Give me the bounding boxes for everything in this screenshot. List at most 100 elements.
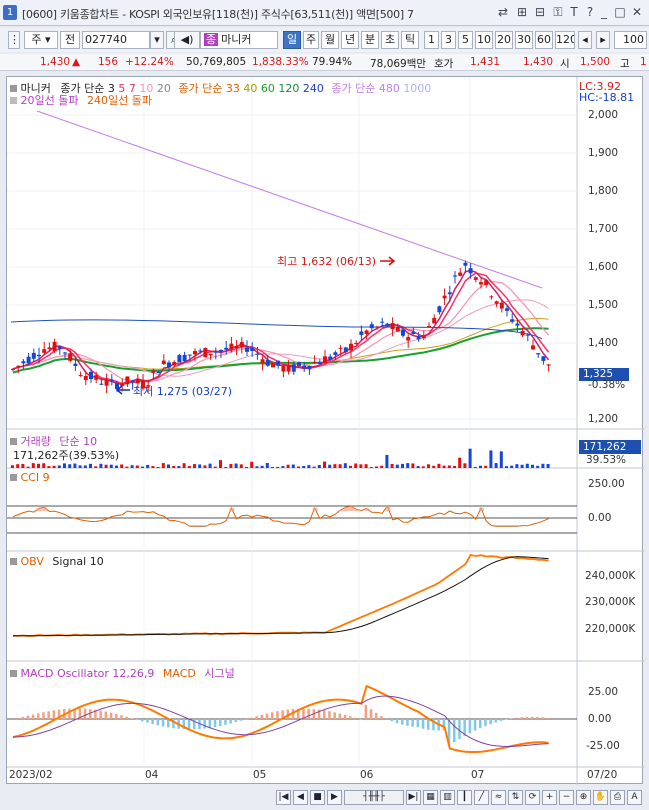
prev-button[interactable]: 전 <box>60 31 80 49</box>
scroll-slider[interactable]: ┤╫╫├ <box>344 790 404 805</box>
last-button[interactable]: ▶| <box>406 790 421 805</box>
lock-icon[interactable]: ⚿ <box>553 5 563 19</box>
settings-icon[interactable] <box>10 85 17 92</box>
trend-icon[interactable]: ≈ <box>491 790 506 805</box>
interval-5-button[interactable]: 5 <box>458 31 473 49</box>
interval-20-button[interactable]: 20 <box>495 31 513 49</box>
candle-body <box>104 380 109 386</box>
macd-histogram-bar <box>125 716 128 719</box>
volume-bar <box>16 464 20 468</box>
candle-body <box>203 348 208 358</box>
period-week-button[interactable]: 주 <box>303 31 319 49</box>
volume-settings-icon[interactable] <box>10 438 17 445</box>
candle-body <box>437 306 442 313</box>
macd-histogram-bar <box>99 710 102 719</box>
volume-bar <box>349 465 352 468</box>
interval-3-button[interactable]: 3 <box>441 31 456 49</box>
interval-60-button[interactable]: 60 <box>535 31 553 49</box>
grid-icon[interactable]: ▦ <box>423 790 438 805</box>
candle-body <box>255 353 260 355</box>
zoom-out-icon[interactable]: − <box>559 790 574 805</box>
high-label: 고 <box>620 58 630 70</box>
compare-icon[interactable]: ⇅ <box>508 790 523 805</box>
obv-settings-icon[interactable] <box>10 558 17 565</box>
maximize-icon[interactable]: □ <box>614 5 626 19</box>
macd-histogram-bar <box>395 719 399 724</box>
volume-bar <box>302 465 306 468</box>
text-icon[interactable]: T <box>570 5 578 19</box>
candle-body <box>447 292 452 295</box>
period-prefix-label: 주 <box>31 33 42 46</box>
cci-fill <box>338 509 344 511</box>
bars-icon[interactable]: ▥ <box>440 790 455 805</box>
candle-icon[interactable]: ┃ <box>457 790 472 805</box>
macd-histogram-bar <box>229 719 232 724</box>
cci-fill <box>42 507 48 511</box>
stock-code-input[interactable]: 027740 <box>82 31 150 49</box>
count-input[interactable]: 100 <box>614 31 647 49</box>
sound-icon[interactable]: ◀) <box>174 31 200 49</box>
tile-icon[interactable]: ⊟ <box>534 5 546 19</box>
macd-histogram-bar <box>489 719 492 725</box>
cci-legend: CCI 9 <box>10 471 50 484</box>
volume-bar <box>401 463 404 468</box>
period-prefix-select[interactable]: 주 ▾ <box>24 31 58 49</box>
macd-settings-icon[interactable] <box>10 670 17 677</box>
volume-bar <box>109 464 113 468</box>
legend-ma60: 60 <box>260 82 275 95</box>
period-month-button[interactable]: 월 <box>321 31 339 49</box>
period-year-button[interactable]: 년 <box>341 31 359 49</box>
interval-1-button[interactable]: 1 <box>424 31 439 49</box>
stock-name-field[interactable]: 종 마니커 <box>200 31 278 49</box>
macd-histogram-bar <box>297 708 300 719</box>
chart-area[interactable]: 마니커 종가 단순 3 5 7 10 20 종가 단순 33 40 60 120… <box>6 76 644 785</box>
print-icon[interactable]: ⎙ <box>610 790 625 805</box>
volume-bar <box>47 466 51 468</box>
interval-10-button[interactable]: 10 <box>475 31 493 49</box>
font-icon[interactable]: A <box>627 790 642 805</box>
cci-settings-icon[interactable] <box>10 474 17 481</box>
period-tick-button[interactable]: 틱 <box>401 31 419 49</box>
scroll-right-icon[interactable]: ▸ <box>596 31 610 49</box>
price-info-bar: 1,430 ▲ 156 +12.24% 50,769,805 1,838.33%… <box>0 54 649 71</box>
stock-name: 마니커 <box>221 33 252 46</box>
link-icon[interactable]: ⇄ <box>497 5 509 19</box>
chart-canvas[interactable] <box>7 77 644 785</box>
sync-icon[interactable]: ⟳ <box>525 790 540 805</box>
candle-body <box>182 354 187 362</box>
macd-axis-0: 0.00 <box>588 713 612 725</box>
crosshair-icon[interactable]: ⊕ <box>576 790 591 805</box>
zoom-in-icon[interactable]: + <box>542 790 557 805</box>
line-icon[interactable]: ╱ <box>474 790 489 805</box>
volume-bar <box>224 466 228 468</box>
layout-icon[interactable]: ⊞ <box>516 5 528 19</box>
interval-30-button[interactable]: 30 <box>515 31 533 49</box>
first-button[interactable]: |◀ <box>276 790 291 805</box>
candle-body <box>21 361 26 364</box>
stop-button[interactable]: ■ <box>310 790 325 805</box>
period-second-button[interactable]: 초 <box>381 31 399 49</box>
candle-body <box>390 323 395 330</box>
macd-histogram-bar <box>31 714 35 719</box>
minimize-icon[interactable]: _ <box>601 5 607 19</box>
price-axis-1700: 1,700 <box>588 223 619 235</box>
candle-body <box>328 356 333 360</box>
close-icon[interactable]: ✕ <box>631 5 643 19</box>
candle-body <box>63 352 67 354</box>
hand-icon[interactable]: ✋ <box>593 790 608 805</box>
open-label: 시 <box>560 58 570 70</box>
play-button[interactable]: ▶ <box>327 790 342 805</box>
help-icon[interactable]: ? <box>586 5 594 19</box>
candle-body <box>115 383 119 390</box>
interval-120-button[interactable]: 120 <box>555 31 575 49</box>
code-dropdown-icon[interactable]: ▾ <box>150 31 164 49</box>
scroll-left-icon[interactable]: ◂ <box>578 31 592 49</box>
volume-bar <box>161 463 165 468</box>
period-day-button[interactable]: 일 <box>283 31 301 49</box>
volume-bar <box>328 464 332 468</box>
period-minute-button[interactable]: 분 <box>361 31 379 49</box>
volume-bar <box>198 464 202 468</box>
back-button[interactable]: ◀ <box>293 790 308 805</box>
toolbar-grip-icon[interactable]: ⋮ <box>8 31 20 49</box>
candle-body <box>161 360 166 364</box>
